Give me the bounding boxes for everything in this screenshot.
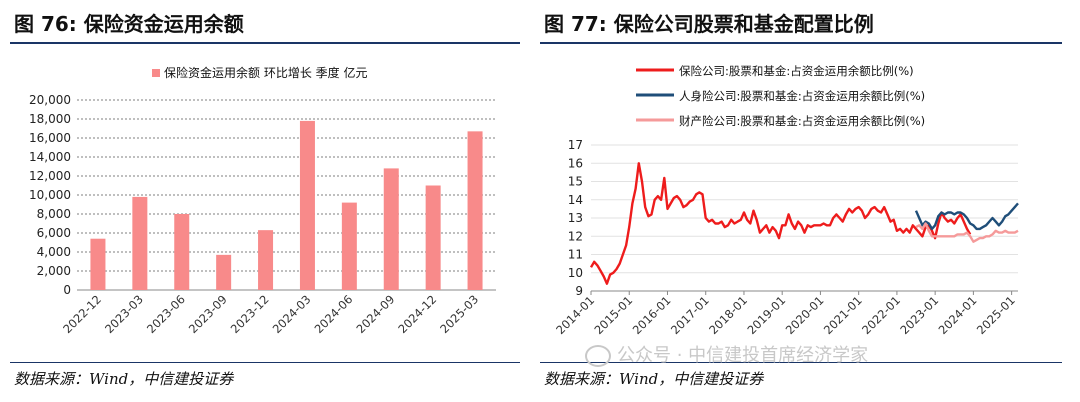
bar-legend: 保险资金运用余额 环比增长 季度 亿元 bbox=[152, 65, 367, 80]
bar-x-tick-label: 2024-03 bbox=[270, 292, 314, 336]
line-x-tick-label: 2023-01 bbox=[897, 293, 941, 337]
line-x-tick-label: 2021-01 bbox=[821, 293, 865, 337]
bar-x-tick-label: 2024-06 bbox=[312, 292, 356, 336]
wechat-icon bbox=[585, 345, 611, 367]
bar-y-tick-label: 10,000 bbox=[29, 188, 71, 202]
bar-x-tick-label: 2023-09 bbox=[186, 292, 230, 336]
bar-2024-03 bbox=[299, 120, 315, 291]
line-x-tick-label: 2020-01 bbox=[783, 293, 827, 337]
bar-y-tick-label: 2,000 bbox=[37, 264, 71, 278]
bar-y-tick-label: 16,000 bbox=[29, 131, 71, 145]
bar-x-tick-label: 2024-12 bbox=[395, 292, 439, 336]
left-source-rule bbox=[10, 362, 520, 363]
bar-2023-03 bbox=[132, 196, 148, 290]
bar-y-axis: 0 2,000 4,000 6,000 8,000 10,000 12,000 14,000 1… bbox=[29, 93, 71, 297]
bar-series bbox=[90, 120, 483, 291]
watermark-text: 公众号 · 中信建投首席经济学家 bbox=[617, 345, 869, 366]
line-x-tick-label: 2024-01 bbox=[936, 293, 980, 337]
line-x-tick-label: 2015-01 bbox=[591, 293, 635, 337]
line-y-axis: 9 10 11 12 13 14 15 16 17 bbox=[568, 138, 583, 298]
bar-2023-09 bbox=[216, 254, 232, 290]
left-source: 数据来源：Wind，中信建投证券 bbox=[14, 370, 234, 388]
line-x-tick-label: 2022-01 bbox=[859, 293, 903, 337]
bar-y-tick-label: 18,000 bbox=[29, 112, 71, 126]
watermark: 公众号 · 中信建投首席经济学家 bbox=[585, 341, 868, 367]
bar-y-tick-label: 12,000 bbox=[29, 169, 71, 183]
bar-chart: 0 2,000 4,000 6,000 8,000 10,000 12,000 14,000 1… bbox=[29, 65, 496, 336]
bar-x-tick-label: 2022-12 bbox=[60, 292, 104, 336]
line-y-tick-label: 14 bbox=[568, 193, 583, 207]
bar-y-tick-label: 20,000 bbox=[29, 93, 71, 107]
bar-y-tick-label: 0 bbox=[63, 283, 71, 297]
legend-label-insurance: 保险公司:股票和基金:占资金运用余额比例(%) bbox=[679, 64, 914, 78]
bar-2024-06 bbox=[341, 202, 357, 290]
line-y-tick-label: 13 bbox=[568, 211, 583, 225]
right-panel-title: 图 77: 保险公司股票和基金配置比例 bbox=[544, 12, 874, 36]
line-x-axis: 2014-012015-012016-012017-012018-012019-… bbox=[553, 291, 1018, 337]
line-y-tick-label: 15 bbox=[568, 175, 583, 189]
line-x-tick-label: 2014-01 bbox=[553, 293, 597, 337]
line-y-tick-label: 9 bbox=[575, 284, 583, 298]
bar-y-tick-label: 6,000 bbox=[37, 226, 71, 240]
line-x-tick-label: 2019-01 bbox=[744, 293, 788, 337]
bar-x-tick-label: 2023-12 bbox=[228, 292, 272, 336]
bar-y-tick-label: 8,000 bbox=[37, 207, 71, 221]
line-y-tick-label: 11 bbox=[568, 248, 583, 262]
bar-2024-09 bbox=[383, 168, 399, 290]
bar-x-axis: 2022-122023-032023-062023-092023-122024-… bbox=[60, 292, 481, 336]
line-series bbox=[589, 162, 1019, 285]
line-x-tick-label: 2018-01 bbox=[706, 293, 750, 337]
line-x-tick-label: 2017-01 bbox=[668, 293, 712, 337]
bar-x-tick-label: 2023-06 bbox=[144, 292, 188, 336]
bar-2024-12 bbox=[425, 185, 441, 290]
bar-legend-swatch bbox=[152, 69, 160, 77]
bar-2023-12 bbox=[258, 230, 274, 290]
left-title-rule bbox=[10, 42, 520, 44]
series-property-insurance bbox=[915, 222, 1019, 243]
bar-2022-12 bbox=[90, 238, 106, 290]
line-x-tick-label: 2025-01 bbox=[974, 293, 1018, 337]
bar-y-tick-label: 14,000 bbox=[29, 150, 71, 164]
line-y-tick-label: 12 bbox=[568, 229, 583, 243]
right-title-rule bbox=[540, 42, 1062, 44]
line-grid bbox=[591, 144, 1018, 292]
bar-x-tick-label: 2025-03 bbox=[437, 292, 481, 336]
left-panel-title: 图 76: 保险资金运用余额 bbox=[14, 12, 244, 36]
series-life-insurance bbox=[914, 202, 1019, 231]
bar-x-tick-label: 2023-03 bbox=[102, 292, 146, 336]
bar-x-tick-label: 2024-09 bbox=[353, 292, 397, 336]
legend-label-property: 财产险公司:股票和基金:占资金运用余额比例(%) bbox=[679, 114, 925, 128]
series-insurance-total bbox=[589, 162, 972, 285]
bar-2023-06 bbox=[174, 214, 190, 290]
line-y-tick-label: 17 bbox=[568, 138, 583, 152]
line-x-tick-label: 2016-01 bbox=[630, 293, 674, 337]
line-legend: 保险公司:股票和基金:占资金运用余额比例(%) 人身险公司:股票和基金:占资金运… bbox=[636, 64, 925, 128]
line-y-tick-label: 10 bbox=[568, 266, 583, 280]
right-source: 数据来源：Wind，中信建投证券 bbox=[544, 370, 764, 388]
right-source-rule bbox=[540, 362, 1062, 363]
legend-label-life: 人身险公司:股票和基金:占资金运用余额比例(%) bbox=[679, 89, 925, 103]
bar-legend-label: 保险资金运用余额 环比增长 季度 亿元 bbox=[164, 65, 367, 80]
bar-y-tick-label: 4,000 bbox=[37, 245, 71, 259]
line-y-tick-label: 16 bbox=[568, 156, 583, 170]
bar-2025-03 bbox=[467, 131, 483, 290]
